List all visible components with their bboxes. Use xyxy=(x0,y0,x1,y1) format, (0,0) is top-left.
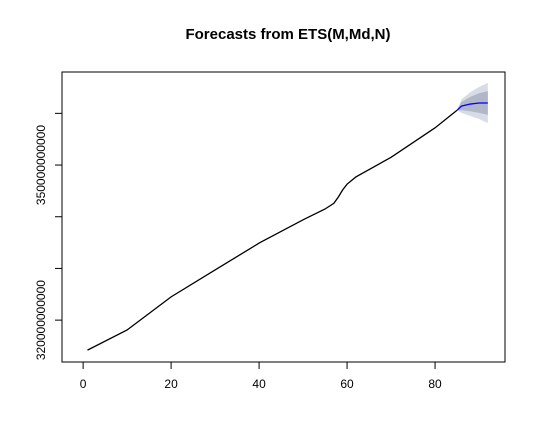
x-tick-label: 0 xyxy=(80,377,87,391)
chart-title: Forecasts from ETS(M,Md,N) xyxy=(185,26,390,43)
y-tick-label: 320000000000 xyxy=(34,280,48,360)
history-line xyxy=(87,109,458,351)
interval-80 xyxy=(457,91,488,115)
x-tick-label: 60 xyxy=(340,377,354,391)
y-tick-label: 350000000000 xyxy=(34,125,48,205)
x-tick-label: 20 xyxy=(164,377,178,391)
forecast-line xyxy=(456,102,488,111)
x-tick-label: 40 xyxy=(252,377,266,391)
x-tick-label: 80 xyxy=(428,377,442,391)
